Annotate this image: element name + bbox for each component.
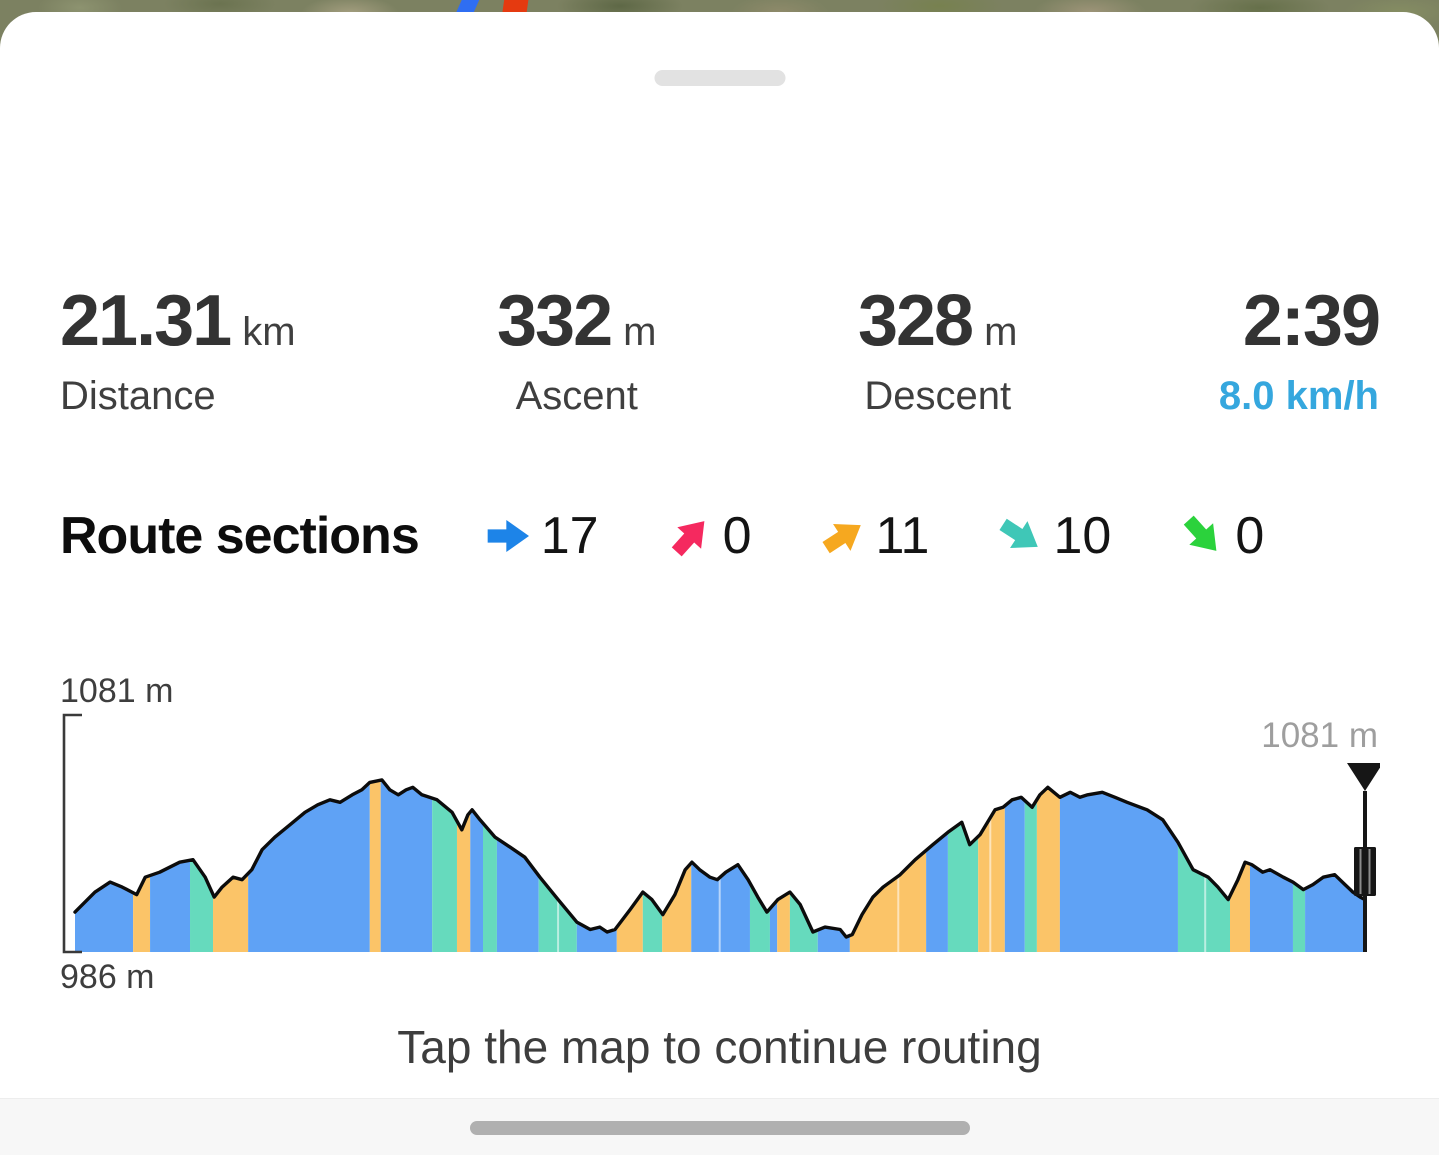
home-indicator-area: [0, 1098, 1439, 1155]
speed-label: 8.0 km/h: [1218, 373, 1379, 418]
route-sections-row: Route sections 17 0 11 10 0: [60, 510, 1264, 562]
distance-value: 21.31: [60, 281, 232, 361]
steep-descent-count: 0: [1235, 507, 1265, 565]
stat-ascent: 332 m Ascent: [497, 281, 657, 418]
ascent-label: Ascent: [515, 373, 638, 418]
stats-row: 21.31 km Distance 332 m Ascent 328 m Des…: [60, 281, 1381, 418]
stat-distance: 21.31 km Distance: [60, 281, 296, 418]
route-section-moderate-ascent: 11: [820, 507, 930, 565]
map-hint-text: Tap the map to continue routing: [397, 1021, 1042, 1073]
descent-label: Descent: [864, 373, 1012, 418]
flat-arrow-icon: [487, 520, 529, 552]
bottom-sheet: 21.31 km Distance 332 m Ascent 328 m Des…: [0, 12, 1439, 1155]
distance-unit: km: [242, 310, 296, 354]
duration-value: 2:39: [1242, 281, 1381, 361]
stat-descent: 328 m Descent: [857, 281, 1018, 418]
ascent-value: 332: [497, 281, 613, 361]
route-section-moderate-descent: 10: [997, 510, 1111, 562]
ascent-unit: m: [623, 310, 657, 354]
distance-label: Distance: [60, 373, 216, 418]
elevation-profile-chart[interactable]: [60, 700, 1380, 960]
moderate-ascent-arrow-icon: [821, 524, 861, 554]
home-indicator[interactable]: [469, 1121, 970, 1135]
steep-descent-arrow-icon: [1184, 515, 1217, 551]
route-section-steep-ascent: 0: [667, 510, 752, 562]
moderate-descent-count: 10: [1053, 507, 1112, 565]
descent-unit: m: [984, 310, 1018, 354]
route-section-steep-descent: 0: [1179, 510, 1264, 562]
steep-ascent-arrow-icon: [671, 521, 704, 557]
descent-value: 328: [857, 281, 974, 361]
route-section-flat: 17: [485, 510, 599, 562]
route-sections-title: Route sections: [60, 507, 420, 565]
flat-count: 17: [540, 507, 599, 565]
elevation-min-label: 986 m: [60, 958, 155, 996]
moderate-descent-arrow-icon: [999, 518, 1039, 548]
drag-handle[interactable]: [654, 70, 785, 86]
stat-duration: 2:39 8.0 km/h: [1218, 281, 1381, 418]
steep-ascent-count: 0: [722, 507, 752, 565]
moderate-ascent-count: 11: [875, 507, 930, 565]
end-marker-elevation-label: 1081 m: [1261, 716, 1378, 755]
elevation-max-label: 1081 m: [60, 672, 174, 710]
